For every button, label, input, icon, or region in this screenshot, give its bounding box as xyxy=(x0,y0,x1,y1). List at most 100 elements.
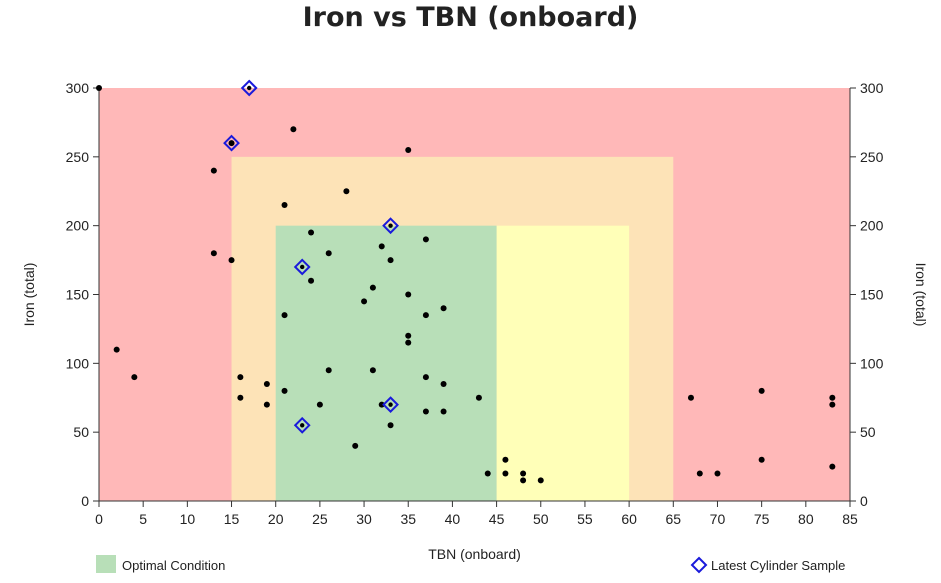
x-tick-label: 65 xyxy=(666,511,682,527)
data-point xyxy=(520,477,527,484)
legend-diamond-icon xyxy=(690,556,708,574)
y-tick-label-right: 300 xyxy=(860,80,884,96)
y-axis-label-left: Iron (total) xyxy=(21,263,37,327)
latest-sample-dot xyxy=(229,140,234,146)
data-point xyxy=(758,456,765,463)
y-tick-label-left: 200 xyxy=(66,218,90,234)
data-point xyxy=(131,374,138,381)
latest-sample-marker xyxy=(382,396,399,414)
data-point xyxy=(829,394,836,401)
data-point xyxy=(325,367,332,374)
x-tick-label: 70 xyxy=(710,511,726,527)
data-point xyxy=(405,339,412,346)
y-tick-label-right: 200 xyxy=(860,218,884,234)
latest-sample-marker xyxy=(382,217,399,235)
latest-sample-dot xyxy=(388,223,393,228)
data-point xyxy=(405,146,412,153)
zone-rect-2 xyxy=(496,225,630,501)
data-point xyxy=(422,236,429,243)
data-point xyxy=(440,380,447,387)
latest-sample-dot xyxy=(247,85,252,91)
data-point xyxy=(290,126,297,133)
data-point xyxy=(281,387,288,394)
data-point xyxy=(308,229,315,236)
x-tick-label: 25 xyxy=(312,511,328,527)
data-point xyxy=(714,470,721,477)
data-point xyxy=(696,470,703,477)
data-point xyxy=(378,243,385,250)
latest-sample-marker xyxy=(293,416,311,434)
data-point xyxy=(210,250,217,257)
data-point xyxy=(387,257,394,264)
data-point xyxy=(316,401,323,408)
data-point xyxy=(475,394,482,401)
x-tick-label: 5 xyxy=(139,511,147,527)
data-point xyxy=(484,470,491,477)
y-tick-label-right: 150 xyxy=(860,287,884,303)
data-point xyxy=(758,387,765,394)
y-tick-label-left: 300 xyxy=(66,80,90,96)
data-point xyxy=(422,312,429,319)
data-point xyxy=(210,167,217,174)
chart-title: Iron vs TBN (onboard) xyxy=(302,2,639,33)
y-tick-label-left: 0 xyxy=(81,493,89,509)
data-point xyxy=(537,477,544,484)
y-tick-label-right: 100 xyxy=(860,355,884,371)
latest-sample-marker xyxy=(293,258,311,276)
legend-layer: Optimal Condition Latest Cylinder Sample xyxy=(96,555,845,574)
data-point xyxy=(352,442,359,449)
data-point xyxy=(343,188,350,195)
data-point xyxy=(829,401,836,408)
y-tick-label-left: 100 xyxy=(66,355,90,371)
y-tick-label-left: 150 xyxy=(66,287,90,303)
data-point xyxy=(369,284,376,291)
x-tick-label: 50 xyxy=(533,511,549,527)
x-tick-label: 40 xyxy=(445,511,461,527)
data-point xyxy=(422,374,429,381)
data-point xyxy=(113,346,120,353)
data-point xyxy=(281,312,288,319)
x-tick-label: 15 xyxy=(224,511,240,527)
latest-sample-marker xyxy=(223,134,240,152)
y-axis-label-right: Iron (total) xyxy=(913,263,929,327)
x-tick-label: 30 xyxy=(356,511,372,527)
data-point xyxy=(520,470,527,477)
x-tick-label: 55 xyxy=(577,511,593,527)
x-tick-label: 0 xyxy=(95,511,103,527)
zone-rect-3 xyxy=(275,225,497,501)
x-tick-label: 85 xyxy=(842,511,858,527)
data-point xyxy=(422,408,429,415)
data-point xyxy=(829,463,836,470)
y-tick-label-left: 50 xyxy=(73,424,89,440)
x-tick-label: 10 xyxy=(180,511,196,527)
axes-layer: 0 5 10 15 20 25 30 35 40 45 50 55 60 65 70 75 80 850 050 50… xyxy=(21,80,929,562)
data-point xyxy=(325,250,332,257)
x-axis-label: TBN (onboard) xyxy=(428,546,521,562)
data-point xyxy=(228,257,235,264)
latest-sample-dot xyxy=(388,402,393,407)
x-tick-label: 60 xyxy=(621,511,637,527)
data-point xyxy=(405,332,412,339)
data-point xyxy=(387,422,394,429)
data-point xyxy=(687,394,694,401)
data-point xyxy=(440,305,447,312)
points-layer xyxy=(96,79,836,484)
data-point xyxy=(405,291,412,298)
latest-sample-marker xyxy=(240,79,258,97)
data-point xyxy=(440,408,447,415)
x-tick-label: 35 xyxy=(400,511,416,527)
x-tick-label: 80 xyxy=(798,511,814,527)
y-tick-label-right: 0 xyxy=(860,493,868,509)
data-point xyxy=(502,470,509,477)
data-point xyxy=(263,380,270,387)
data-point xyxy=(96,85,102,91)
data-point xyxy=(281,202,288,209)
latest-sample-dot xyxy=(300,423,305,428)
data-point xyxy=(369,367,376,374)
data-point xyxy=(502,456,509,463)
data-point xyxy=(237,394,244,401)
x-tick-label: 75 xyxy=(754,511,770,527)
data-point xyxy=(237,374,244,381)
legend-label-latest: Latest Cylinder Sample xyxy=(711,558,845,573)
